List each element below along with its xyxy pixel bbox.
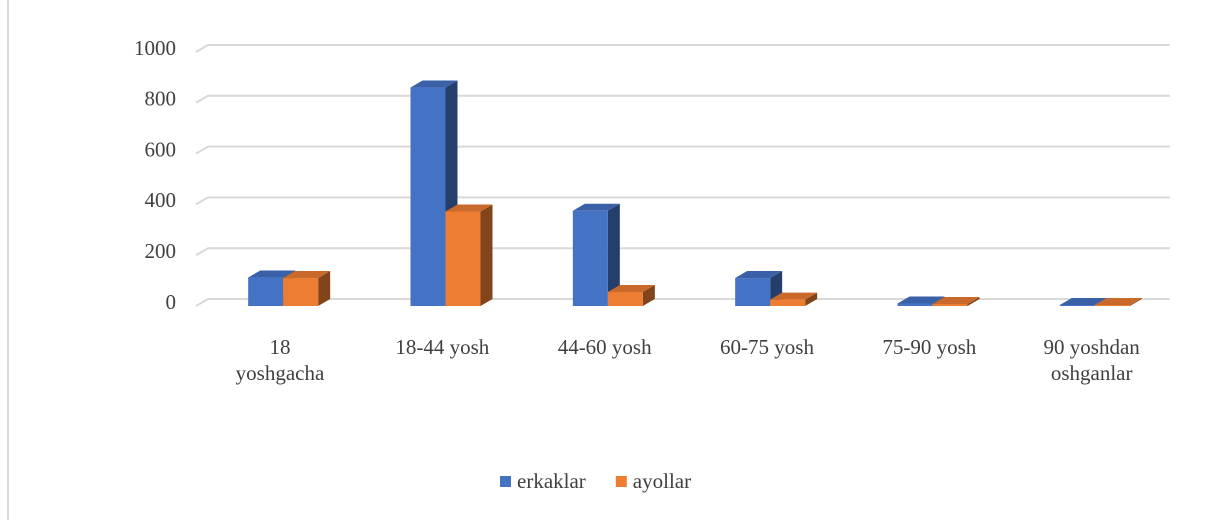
y-tick-label: 600 [145,137,177,161]
bar-side [607,203,620,306]
bar-top [897,296,945,304]
bar-top [770,292,818,300]
x-tick-label: 18-44 yosh [395,335,490,359]
bar [932,303,968,306]
bar [572,210,608,306]
bar-top [572,203,620,211]
bar-top [410,80,458,88]
bar-top [1094,297,1142,305]
legend-swatch [500,476,511,487]
grid-line [195,94,1170,104]
legend-label: erkaklar [517,469,586,493]
grid-line [195,298,1170,307]
x-tick-label: 44-60 yosh [557,335,652,359]
y-tick-label: 400 [145,188,177,212]
grid-line [195,145,1170,155]
bar-side [318,271,331,306]
y-tick-label: 200 [145,239,177,263]
bar-top [283,271,331,279]
bar [1059,304,1095,306]
bar-top [607,285,655,293]
bar [607,292,643,306]
x-tick-label: 75-90 yosh [882,335,977,359]
bar [445,211,481,306]
grid-line [195,44,1170,53]
bar [1094,304,1130,306]
bar-top [445,204,493,212]
grid-line [195,196,1170,206]
x-tick-label: 18 yoshgacha [235,335,325,385]
bar-side [967,296,980,306]
x-tick-label: 90 yoshdan oshganlar [1043,335,1140,385]
bar-top [248,270,296,278]
bar [770,299,806,306]
bar-side [642,285,655,306]
grid-line [195,247,1170,257]
bar-side [805,292,818,306]
y-tick-label: 1000 [134,36,176,60]
bar-top [735,271,783,279]
bar-top [932,296,980,304]
legend-label: ayollar [633,469,691,493]
bar [248,277,284,306]
bar-side [1129,297,1142,306]
bar [897,303,933,306]
bar-top [1059,297,1107,305]
bar-side [480,204,493,306]
x-tick-label: 60-75 yosh [720,335,814,359]
y-tick-label: 0 [166,290,177,314]
legend-swatch [615,476,627,487]
y-tick-label: 800 [145,87,177,111]
bar [410,87,446,306]
bar [283,278,319,306]
bar [735,278,771,306]
